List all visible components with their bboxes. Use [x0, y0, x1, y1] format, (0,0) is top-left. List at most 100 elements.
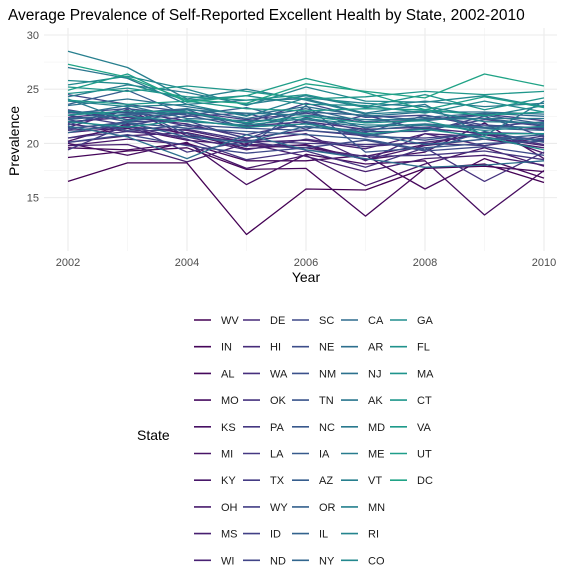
legend-label: OK: [270, 395, 287, 407]
legend-item-hi: HI: [243, 342, 281, 354]
legend-label: ME: [368, 449, 385, 461]
legend-label: AR: [368, 342, 383, 354]
legend-label: SC: [319, 315, 334, 327]
legend-label: WI: [221, 555, 234, 567]
legend-item-ut: UT: [390, 449, 432, 461]
legend-label: KY: [221, 475, 236, 487]
legend-item-ny: NY: [292, 555, 335, 567]
legend-label: OR: [319, 502, 336, 514]
legend-item-wi: WI: [194, 555, 234, 567]
y-axis-ticks: 15 20 25 30: [27, 30, 39, 205]
series-line-md: [67, 98, 544, 122]
legend-item-co: CO: [341, 555, 385, 567]
legend-label: NJ: [368, 368, 381, 380]
legend-label: ND: [270, 555, 286, 567]
y-tick-label: 15: [27, 193, 39, 205]
legend-label: DE: [270, 315, 285, 327]
legend-item-md: MD: [341, 422, 385, 434]
legend-label: HI: [270, 342, 281, 354]
legend-label: IL: [319, 529, 328, 541]
legend-label: ID: [270, 529, 281, 541]
legend-item-id: ID: [243, 529, 281, 541]
legend-item-ia: IA: [292, 449, 330, 461]
legend-label: GA: [417, 315, 434, 327]
legend-item-ga: GA: [390, 315, 434, 327]
legend-label: MI: [221, 449, 233, 461]
legend-label: AL: [221, 368, 234, 380]
legend-label: VT: [368, 475, 382, 487]
series-line-ny: [67, 122, 544, 146]
legend-label: MD: [368, 422, 385, 434]
legend-item-me: ME: [341, 449, 385, 461]
legend: WVINALMOKSMIKYOHMSWINVDEHIWAOKPALATXWYID…: [194, 315, 434, 567]
legend-item-ms: MS: [194, 529, 238, 541]
series-line-al: [67, 142, 545, 190]
legend-item-az: AZ: [292, 475, 333, 487]
series-line-ar: [67, 125, 545, 168]
series-line-ma: [67, 87, 545, 111]
legend-label: WA: [270, 368, 288, 380]
legend-label: NC: [319, 422, 335, 434]
legend-item-nd: ND: [243, 555, 286, 567]
legend-item-mi: MI: [194, 449, 233, 461]
legend-item-pa: PA: [243, 422, 285, 434]
legend-label: MA: [417, 368, 434, 380]
series-line-nj: [67, 98, 545, 117]
y-tick-label: 20: [27, 138, 39, 150]
series-line-ky: [67, 138, 545, 187]
y-tick-label: 30: [27, 30, 39, 42]
legend-item-wv: WV: [194, 315, 239, 327]
legend-label: WV: [221, 315, 239, 327]
legend-label: CA: [368, 315, 384, 327]
legend-label: UT: [417, 449, 432, 461]
legend-label: RI: [368, 529, 379, 541]
legend-label: TN: [319, 395, 334, 407]
series-line-ca: [67, 104, 544, 128]
x-tick-label: 2008: [413, 257, 437, 269]
series-line-ri: [67, 110, 545, 132]
legend-item-ma: MA: [390, 368, 434, 380]
legend-label: NM: [319, 368, 336, 380]
series-line-sc: [67, 134, 545, 156]
legend-item-ok: OK: [243, 395, 287, 407]
x-tick-label: 2010: [532, 257, 556, 269]
series-line-ia: [67, 109, 545, 129]
y-axis-title: Prevalence: [6, 106, 22, 176]
legend-label: TX: [270, 475, 285, 487]
series-line-ut: [67, 73, 545, 111]
legend-item-oh: OH: [194, 502, 238, 514]
legend-label: WY: [270, 502, 288, 514]
legend-item-tx: TX: [243, 475, 285, 487]
series-line-ms: [67, 142, 545, 173]
x-axis-ticks: 2002 2004 2006 2008 2010: [56, 257, 556, 269]
legend-label: VA: [417, 422, 432, 434]
legend-label: IA: [319, 449, 330, 461]
x-tick-label: 2004: [175, 257, 199, 269]
legend-label: KS: [221, 422, 236, 434]
legend-item-nm: NM: [292, 368, 336, 380]
series-line-mt: [67, 93, 545, 128]
legend-item-ca: CA: [341, 315, 384, 327]
series-line-ct: [67, 85, 545, 100]
legend-item-al: AL: [194, 368, 234, 380]
legend-item-or: OR: [292, 502, 336, 514]
legend-label: CT: [417, 395, 432, 407]
series-line-vt: [67, 50, 545, 124]
legend-label: PA: [270, 422, 285, 434]
legend-item-va: VA: [390, 422, 432, 434]
legend-item-mo: MO: [194, 395, 239, 407]
series-line-va: [67, 99, 545, 116]
x-tick-label: 2006: [294, 257, 318, 269]
legend-label: AK: [368, 395, 383, 407]
legend-item-sc: SC: [292, 315, 334, 327]
legend-item-de: DE: [243, 315, 285, 327]
series-line-tn: [67, 104, 545, 153]
legend-item-in: IN: [194, 342, 232, 354]
x-axis-title: Year: [292, 269, 321, 285]
legend-label: MS: [221, 529, 238, 541]
x-tick-label: 2002: [56, 257, 80, 269]
series-line-az: [67, 89, 545, 140]
legend-label: IN: [221, 342, 232, 354]
legend-item-wa: WA: [243, 368, 288, 380]
